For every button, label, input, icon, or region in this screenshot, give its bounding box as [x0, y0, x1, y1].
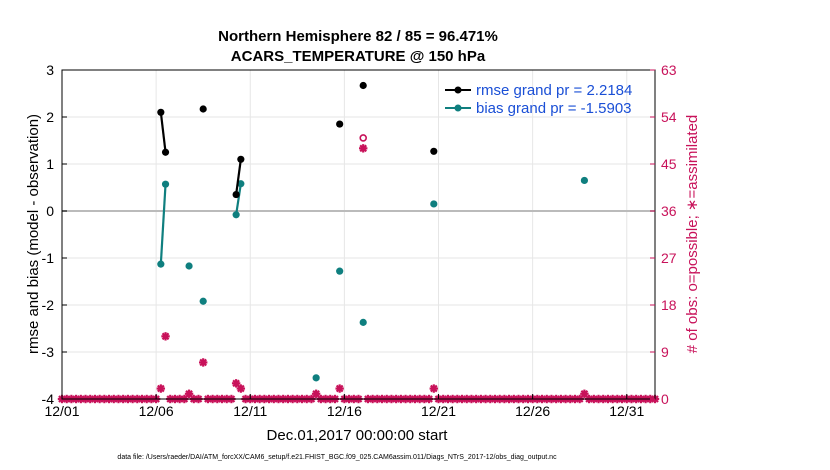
obs-star-stroke	[157, 384, 165, 393]
rmse-point	[161, 148, 170, 156]
bias-point	[185, 262, 193, 270]
left-tick-label: -3	[42, 344, 55, 360]
x-tick-label: 12/31	[609, 403, 644, 419]
rmse-line	[235, 159, 242, 195]
data-file-footer: data file: /Users/raeder/DAI/ATM_forcXX/…	[117, 454, 557, 461]
rmse-point	[157, 108, 165, 116]
bias-point	[336, 267, 344, 275]
x-axis-ticks: 12/01 12/06 12/11 12/16 12/21 12/26 12/31	[44, 394, 644, 419]
bias-point	[232, 211, 240, 219]
obs-star-stroke	[580, 389, 589, 398]
right-tick-label: 63	[661, 62, 677, 78]
obs-star-stroke	[232, 379, 240, 388]
x-tick-label: 12/06	[139, 403, 174, 419]
rmse-point	[237, 155, 245, 163]
bias-point	[580, 176, 589, 185]
bias-point	[430, 200, 438, 208]
right-tick-label: 0	[661, 391, 669, 407]
obs-star-stroke	[429, 384, 438, 393]
left-tick-label: -1	[42, 250, 55, 266]
obs-assimilated-marker	[335, 384, 344, 393]
rmse-point	[232, 190, 240, 199]
legend-rmse-marker	[454, 86, 462, 94]
chart-title-line1: Northern Hemisphere 82 / 85 = 96.471%	[218, 28, 498, 45]
obs-assimilated-marker	[161, 332, 170, 341]
obs-assimilated-marker	[198, 358, 208, 367]
left-tick-label: -4	[42, 391, 55, 407]
left-tick-label: 0	[46, 203, 54, 219]
right-tick-label: 18	[661, 297, 677, 313]
obs-assimilated-marker	[156, 384, 166, 393]
bias-point	[199, 297, 207, 305]
obs-assimilated-marker	[429, 384, 439, 393]
x-tick-label: 12/01	[44, 403, 79, 419]
obs-assimilated-marker	[236, 384, 246, 393]
obs-star-stroke	[161, 332, 170, 341]
bias-point	[359, 318, 367, 326]
left-axis-ticks: -4 -3 -2 -1 0 1 2 3	[42, 62, 67, 407]
right-tick-label: 45	[661, 156, 677, 172]
rmse-point	[336, 120, 344, 128]
rmse-line	[159, 112, 167, 153]
left-tick-label: 2	[46, 109, 54, 125]
bias-point	[237, 180, 245, 188]
obs-star-stroke	[312, 389, 320, 398]
right-tick-label: 54	[661, 109, 677, 125]
x-axis-label: Dec.01,2017 00:00:00 start	[267, 427, 449, 444]
x-tick-label: 12/11	[233, 403, 267, 419]
right-tick-label: 27	[661, 250, 677, 266]
right-axis-ticks: 0 9 18 27 36 45 54 63	[650, 62, 677, 407]
rmse-point	[359, 81, 367, 90]
legend-bias-marker	[454, 104, 462, 112]
bias-point	[157, 260, 165, 268]
plot-area	[62, 70, 655, 399]
legend-rmse-label: rmse grand pr = 2.2184	[476, 82, 632, 99]
obs-star-stroke	[199, 358, 207, 367]
right-tick-label: 9	[661, 344, 669, 360]
bias-point	[161, 180, 170, 188]
rmse-point	[430, 147, 438, 155]
rmse-point	[199, 105, 207, 113]
x-tick-label: 12/26	[515, 403, 550, 419]
obs-star-stroke	[237, 384, 245, 393]
y-axis-left-label: rmse and bias (model - observation)	[25, 114, 42, 354]
obs-possible-marker	[359, 134, 368, 142]
bias-series	[157, 176, 589, 382]
obs-star-stroke	[335, 384, 344, 393]
bias-point	[312, 374, 320, 382]
legend-bias-label: bias grand pr = -1.5903	[476, 100, 632, 117]
right-tick-label: 36	[661, 203, 677, 219]
obs-star-stroke	[359, 144, 368, 153]
chart-title-line2: ACARS_TEMPERATURE @ 150 hPa	[231, 48, 486, 65]
left-tick-label: 3	[46, 62, 54, 78]
legend: rmse grand pr = 2.2184 bias grand pr = -…	[445, 82, 632, 117]
x-tick-label: 12/16	[327, 403, 362, 419]
left-tick-label: 1	[46, 156, 54, 172]
rmse-series	[157, 81, 438, 199]
left-tick-label: -2	[42, 297, 55, 313]
x-tick-label: 12/21	[421, 403, 456, 419]
y-axis-right-label: # of obs: o=possible; ∗=assimilated	[684, 115, 701, 354]
plot-frame	[61, 69, 656, 400]
bias-line	[159, 184, 167, 265]
obs-assimilated-marker	[359, 144, 368, 153]
bias-line	[235, 183, 242, 215]
obs-star-stroke	[185, 389, 193, 398]
